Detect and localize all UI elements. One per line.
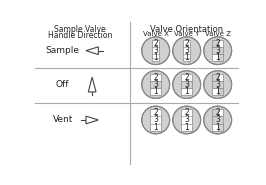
Bar [150,109,161,131]
Bar [212,47,223,54]
Text: 1: 1 [184,53,189,62]
Bar [212,54,218,61]
Text: 3: 3 [184,115,189,125]
Text: 2: 2 [153,73,158,82]
Circle shape [204,37,232,65]
Bar [181,109,192,131]
Text: Valve Orientation: Valve Orientation [150,24,223,33]
Circle shape [142,71,170,98]
Text: 3: 3 [184,46,189,55]
Text: 1: 1 [153,53,158,62]
Text: 2: 2 [153,108,158,117]
Bar [181,81,192,88]
Text: 2: 2 [184,39,189,48]
Text: 3: 3 [215,80,220,89]
Bar [212,88,218,95]
Bar [181,74,192,81]
Text: 1: 1 [153,87,158,96]
Text: 2: 2 [215,39,220,48]
Circle shape [142,106,170,134]
Text: 1: 1 [215,53,220,62]
Circle shape [204,71,232,98]
Text: 3: 3 [153,115,158,125]
Text: Valve Y: Valve Y [174,31,200,37]
Bar [218,88,223,95]
Text: Valve X: Valve X [143,31,169,37]
Bar [218,74,223,81]
Circle shape [142,37,170,65]
Text: 1: 1 [215,87,220,96]
Text: 3: 3 [153,80,158,89]
Text: 3: 3 [215,115,220,125]
Bar [218,109,223,116]
Bar [152,40,159,61]
Bar [150,88,161,95]
Text: 1: 1 [184,87,189,96]
Bar [218,54,223,61]
Bar [212,81,223,88]
Text: 1: 1 [153,123,158,132]
Bar [218,40,223,47]
Bar [184,40,190,61]
Text: Handle Direction: Handle Direction [48,31,112,40]
Circle shape [204,106,232,134]
Text: 3: 3 [184,80,189,89]
Circle shape [173,106,201,134]
Text: Sample: Sample [46,46,80,55]
Bar [212,124,218,131]
Bar [212,40,218,47]
Polygon shape [86,116,98,124]
Circle shape [173,71,201,98]
Circle shape [173,37,201,65]
Bar [181,88,192,95]
Bar [212,74,218,81]
Text: 2: 2 [215,73,220,82]
Text: 2: 2 [184,108,189,117]
Text: Off: Off [56,80,69,89]
Text: Vent: Vent [52,115,73,125]
Text: 3: 3 [153,46,158,55]
Polygon shape [86,47,98,55]
Text: 1: 1 [215,123,220,132]
Text: 3: 3 [215,46,220,55]
Polygon shape [88,77,96,92]
Text: 2: 2 [215,108,220,117]
Text: 2: 2 [184,73,189,82]
Bar [150,74,161,81]
Bar [218,124,223,131]
Bar [212,116,223,124]
Text: Valve Z: Valve Z [205,31,231,37]
Bar [150,81,161,88]
Bar [212,109,218,116]
Text: Sample Valve: Sample Valve [54,24,106,33]
Text: 2: 2 [153,39,158,48]
Text: 1: 1 [184,123,189,132]
